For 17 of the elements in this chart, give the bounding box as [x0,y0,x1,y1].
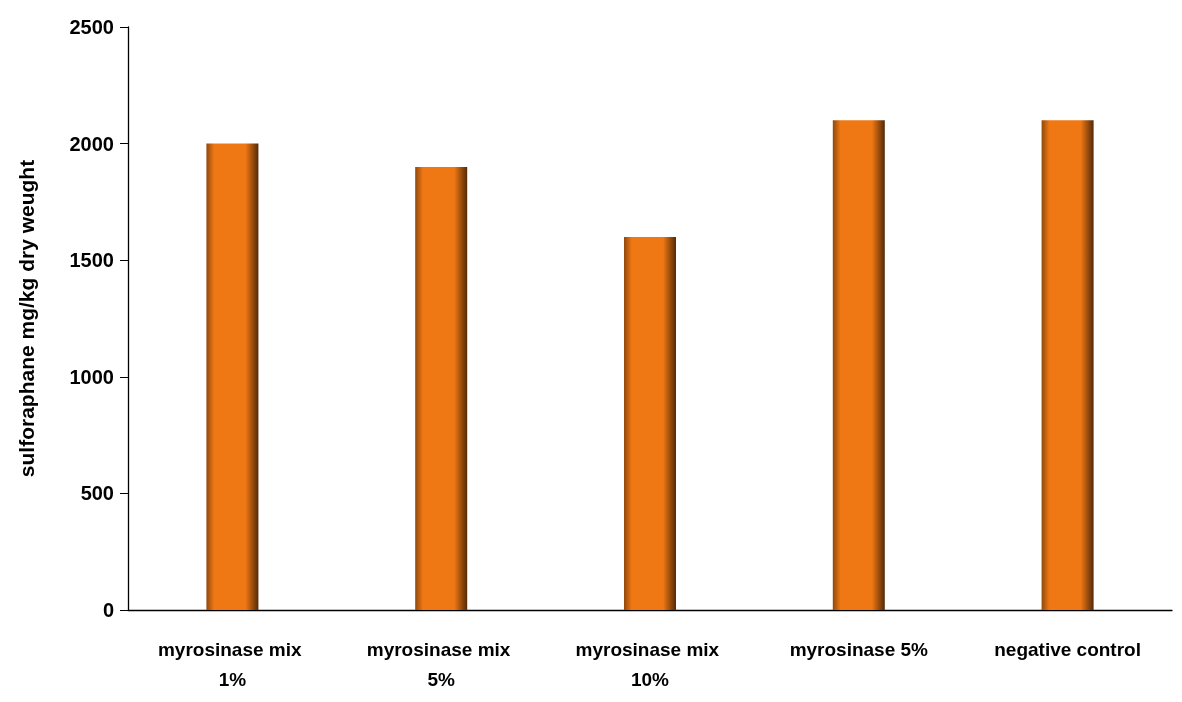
x-tick-label: myrosinase mix 1% [157,638,307,690]
y-tick-label: 1500 [69,249,114,272]
y-tick-label: 1000 [69,365,114,388]
x-tick-label: myrosinase mix 5% [366,638,516,690]
bar [1041,120,1094,610]
bar [415,166,468,610]
y-tick-label: 500 [80,482,114,505]
x-tick-label: myrosinase mix 10% [575,638,725,690]
bar [206,143,259,610]
y-tick-label: 2000 [69,132,114,155]
x-tick-label: myrosinase 5% [789,638,929,660]
y-tick-label: 2500 [69,16,114,38]
bar [624,236,676,610]
x-tick-label: negative control [994,638,1141,660]
bar [832,120,885,610]
y-tick-label: 0 [102,599,114,621]
y-axis-title: sulforaphane mg/kg dry weught [15,159,38,478]
